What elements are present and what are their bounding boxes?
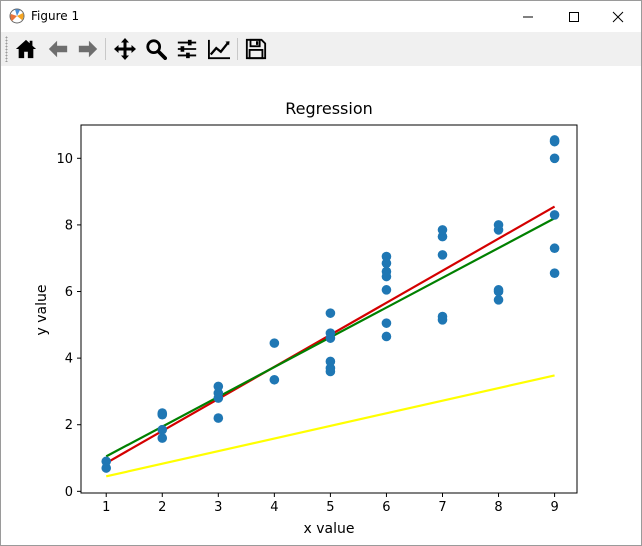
scatter-point [325,356,336,367]
y-tick-label: 10 [56,152,73,167]
back-arrow-icon [48,40,68,58]
axes-frame [80,124,578,494]
navigation-toolbar [1,32,641,67]
scatter-point [549,153,560,164]
scatter-point [325,328,336,338]
scatter-point [437,225,448,235]
home-icon [15,39,37,59]
scatter-point [269,374,280,385]
x-tick-label: 4 [270,500,278,515]
subplots-button[interactable] [173,35,201,63]
forward-button[interactable] [74,35,102,63]
figure-background [1,66,641,545]
window-title: Figure 1 [31,9,80,23]
figure-canvas: Regression 1 2 3 4 5 6 7 8 9 0 2 4 6 8 10 x value y va… [1,66,641,545]
scatter-point [437,250,448,260]
back-button[interactable] [44,35,72,63]
x-axis-label: x value [304,521,355,537]
scatter-point [269,338,280,348]
toolbar-separator [105,38,106,60]
y-tick-label: 2 [65,418,73,433]
scatter-point [493,285,504,295]
scatter-point [101,456,112,467]
x-tick-label: 7 [438,500,446,515]
forward-arrow-icon [78,40,98,58]
scatter-point [437,231,448,242]
scatter-point [549,135,560,145]
x-tick-label: 1 [102,500,110,515]
y-tick-label: 0 [65,485,73,500]
home-button[interactable] [12,35,40,63]
scatter-point [157,424,168,435]
regression-line [105,374,555,478]
maximize-icon [569,11,579,22]
minimize-button[interactable] [505,1,551,32]
edit-axis-button[interactable] [205,35,233,63]
y-tick-label: 6 [65,285,73,300]
scatter-point [381,318,392,328]
scatter-point [213,413,224,423]
scatter-point [381,258,392,269]
scatter-point [493,295,504,305]
chart-title: Regression [285,99,373,118]
subplots-icon [177,39,197,59]
close-button[interactable] [595,1,641,32]
pan-icon [114,38,136,60]
x-tick-label: 5 [326,500,334,515]
title-bar: Figure 1 [1,1,641,32]
scatter-point [381,331,392,342]
scatter-point [157,433,168,443]
x-tick-label: 9 [550,500,558,515]
scatter-point [381,251,392,262]
scatter-point [325,308,336,318]
toolbar-grip[interactable] [5,36,8,62]
close-icon [612,11,624,22]
scatter-point [549,268,560,278]
scatter-point [381,285,392,295]
scatter-point [213,381,224,392]
matplotlib-app-icon [9,8,25,24]
scatter-point [213,388,224,398]
save-button[interactable] [242,35,270,63]
y-axis-label: y value [34,285,50,336]
scatter-point [157,408,168,418]
y-tick-label: 4 [65,352,73,367]
pan-button[interactable] [111,35,139,63]
scatter-points [101,135,560,473]
zoom-button[interactable] [142,35,170,63]
scatter-point [437,311,448,322]
y-tick-label: 8 [65,218,73,233]
scatter-point [381,266,392,277]
zoom-icon [146,39,167,60]
toolbar-separator [237,38,238,60]
scatter-point [549,210,560,220]
edit-axis-icon [208,39,230,60]
minimize-icon [523,16,533,17]
scatter-point [325,363,336,373]
x-tick-label: 3 [214,500,222,515]
scatter-point [493,220,504,230]
axis-ticks: 1 2 3 4 5 6 7 8 9 0 2 4 6 8 10 [56,152,558,515]
axes-border [80,124,578,494]
x-tick-label: 2 [158,500,166,515]
x-tick-label: 8 [494,500,502,515]
save-icon [245,38,267,60]
maximize-button[interactable] [551,1,597,32]
scatter-point [101,463,112,473]
x-tick-label: 6 [382,500,390,515]
scatter-point [549,243,560,254]
